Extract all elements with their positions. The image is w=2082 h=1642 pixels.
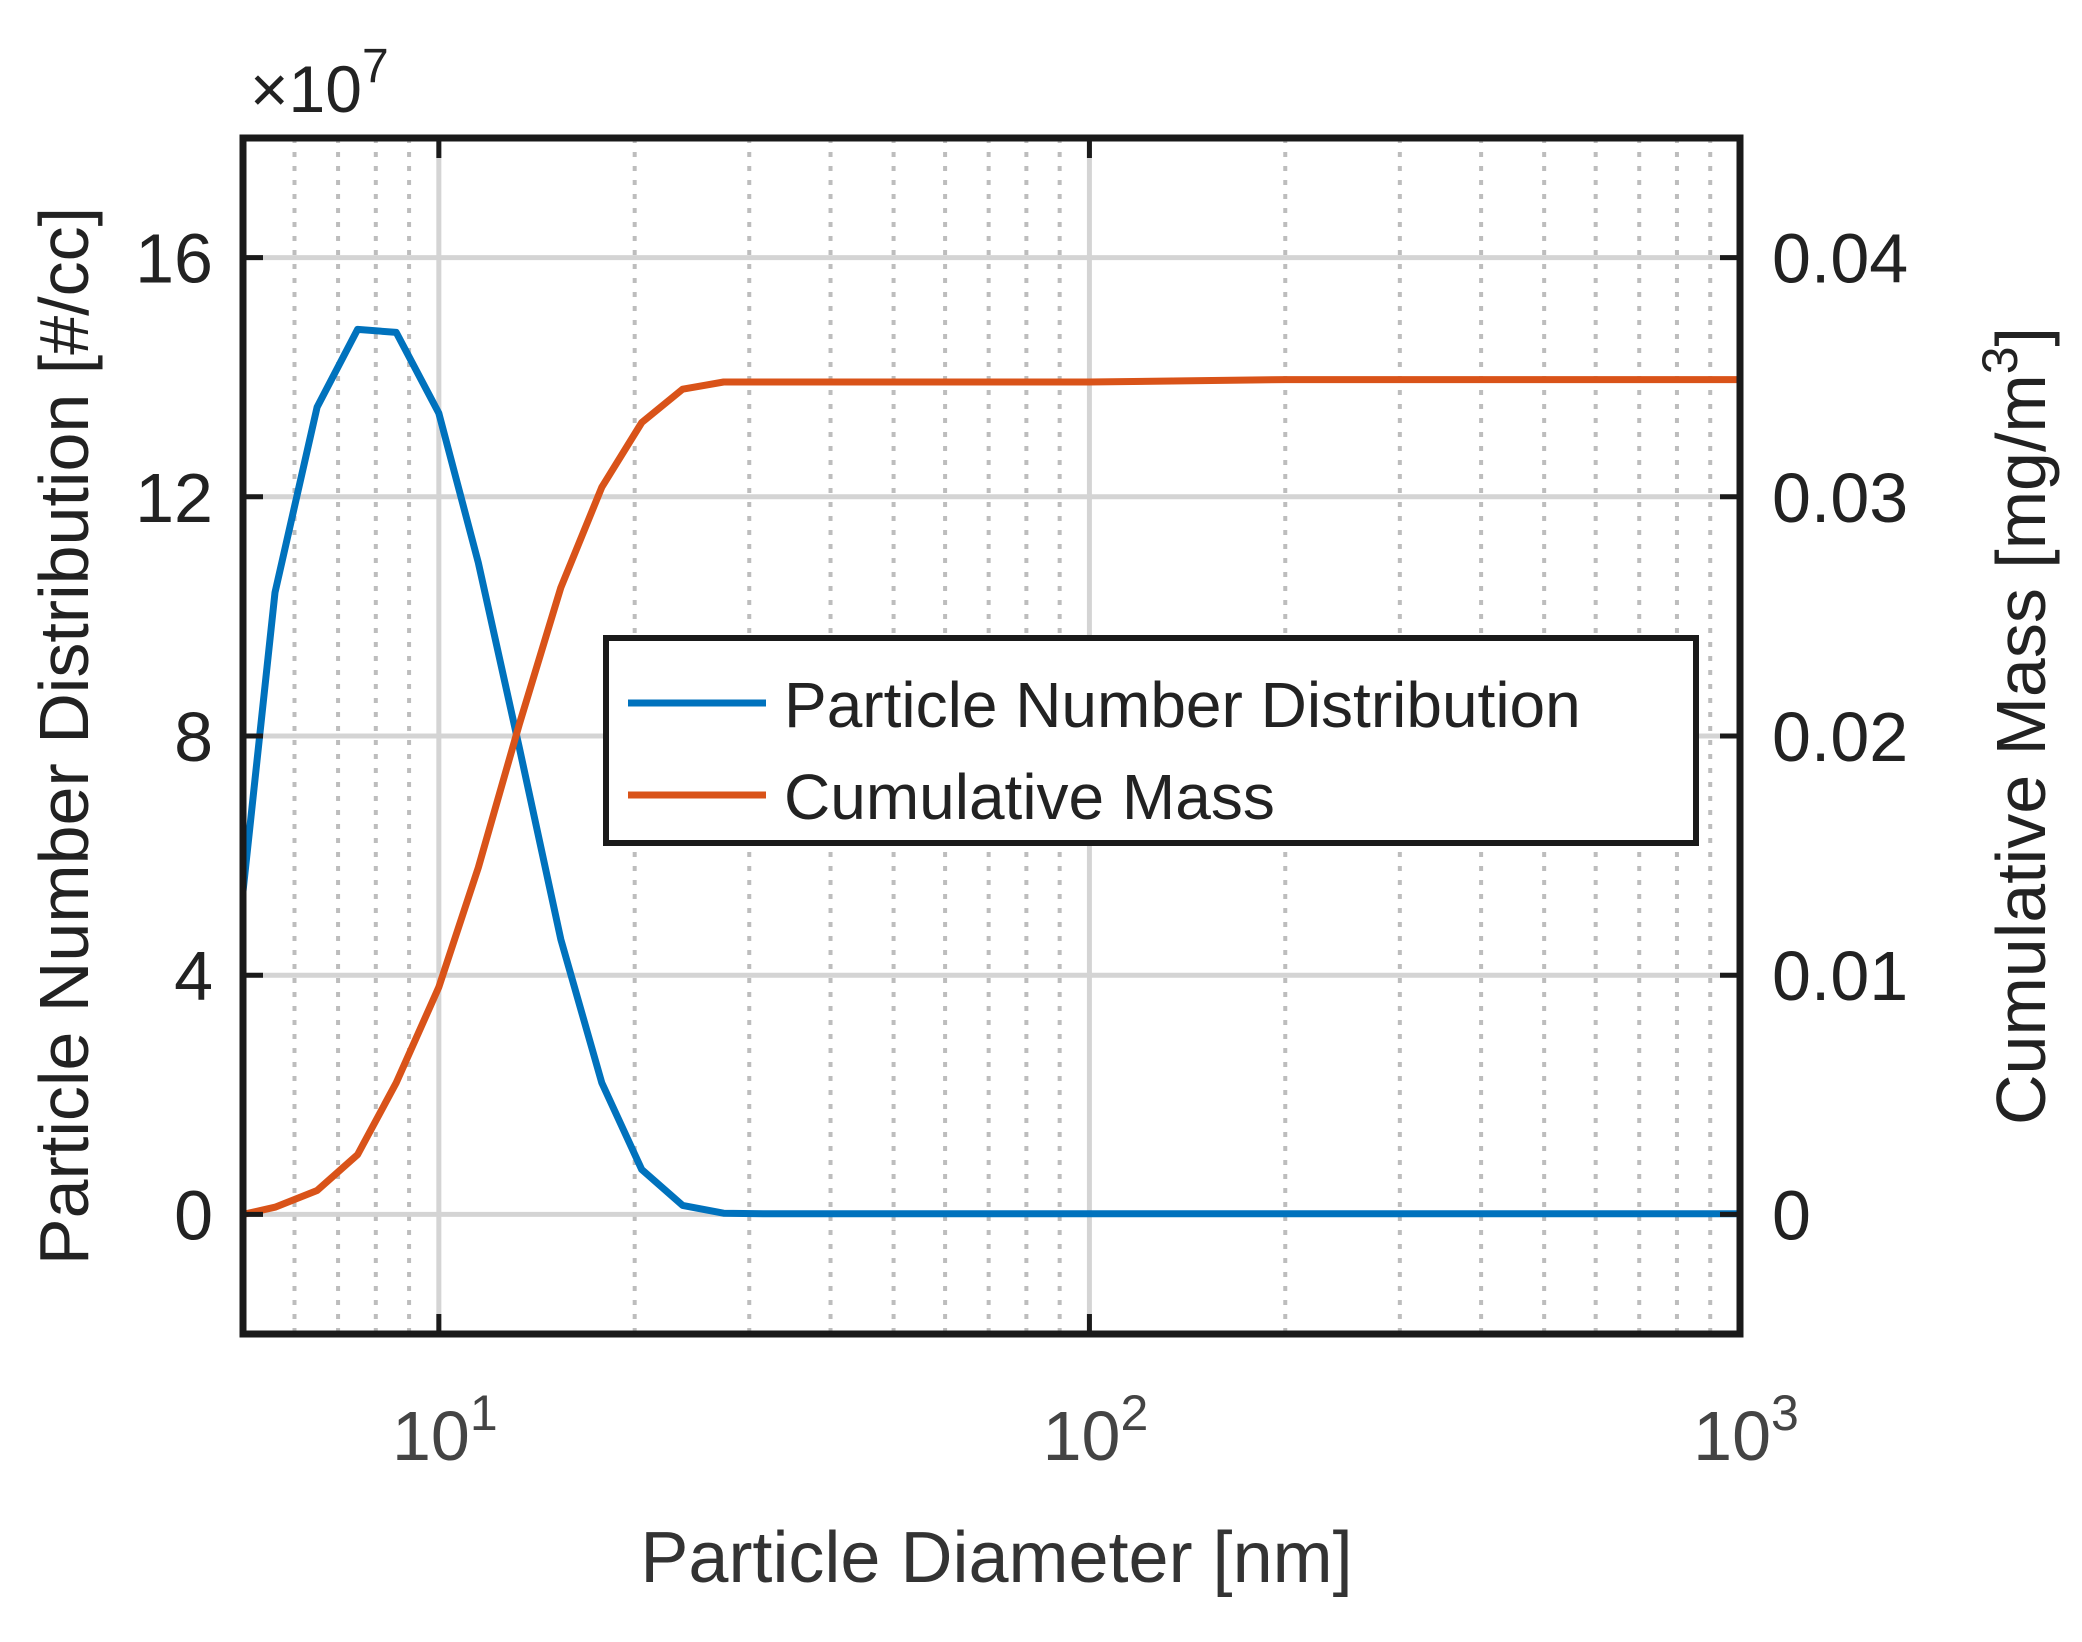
left-tick-label: 12 bbox=[135, 459, 213, 537]
right-tick-label: 0.04 bbox=[1772, 220, 1908, 298]
left-tick-label: 16 bbox=[135, 220, 213, 298]
right-tick-label: 0.02 bbox=[1772, 698, 1908, 776]
series-line-particle-number bbox=[239, 325, 1744, 1218]
x-tick-label: 102 bbox=[1043, 1385, 1149, 1475]
left-y-axis-label: Particle Number Distribution [#/cc] bbox=[25, 207, 103, 1265]
x-tick-label: 103 bbox=[1693, 1385, 1799, 1475]
right-tick-label: 0.01 bbox=[1772, 937, 1908, 1015]
right-tick-label: 0.03 bbox=[1772, 459, 1908, 537]
series-line-cumulative-mass bbox=[239, 376, 1744, 1218]
legend-box bbox=[603, 635, 1699, 846]
left-tick-label: 8 bbox=[174, 698, 213, 776]
x-axis-label: Particle Diameter [nm] bbox=[640, 1518, 1352, 1598]
right-y-axis-label: Cumulative Mass [mg/m3] bbox=[1972, 327, 2060, 1125]
left-tick-label: 4 bbox=[174, 937, 213, 1015]
left-tick-label: 0 bbox=[174, 1176, 213, 1254]
legend-label: Particle Number Distribution bbox=[784, 669, 1581, 741]
y-multiplier-label: ×107 bbox=[250, 40, 389, 126]
x-tick-label: 101 bbox=[392, 1385, 498, 1475]
legend-label: Cumulative Mass bbox=[784, 761, 1275, 833]
right-tick-label: 0 bbox=[1772, 1176, 1811, 1254]
